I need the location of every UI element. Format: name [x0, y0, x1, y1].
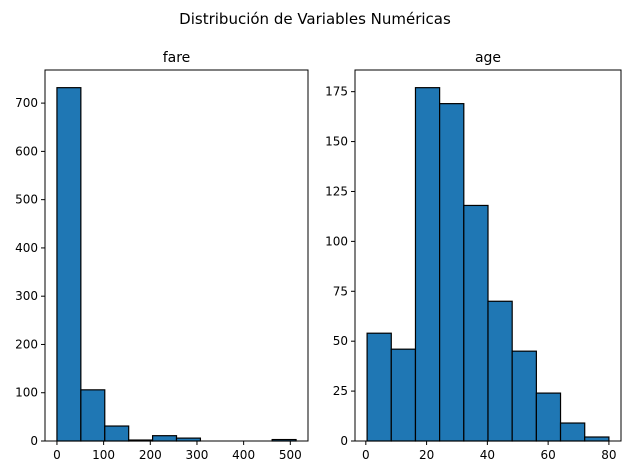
histogram-bar	[390, 348, 417, 442]
y-tick-label: 100	[15, 386, 38, 400]
histogram-bar	[366, 332, 392, 442]
y-tick-label: 300	[15, 289, 38, 303]
y-tick-label: 400	[15, 241, 38, 255]
histogram-bar	[414, 87, 441, 442]
x-tick-label: 60	[540, 448, 555, 462]
axes-frame	[44, 69, 309, 442]
y-tick-label: 200	[15, 337, 38, 351]
y-tick-label: 500	[15, 193, 38, 207]
y-tick-label: 25	[333, 384, 348, 398]
x-tick-label: 20	[419, 448, 434, 462]
x-tick-label: 100	[92, 448, 115, 462]
x-tick-label: 500	[279, 448, 302, 462]
histogram-bar	[511, 350, 537, 442]
fare-histogram: 0 100 200 300 400 500 0 100 200 300 400 500 600 700 fa…	[15, 50, 309, 462]
y-tick-label: 75	[333, 284, 348, 298]
x-tick-label: 0	[362, 448, 370, 462]
histogram-bar	[463, 204, 489, 442]
x-tick-label: 40	[480, 448, 495, 462]
axes-frame	[354, 69, 622, 442]
y-tick-label: 700	[15, 96, 38, 110]
y-tick-label: 50	[333, 334, 348, 348]
age-histogram: 0 20 40 60 80 0 25 50 75 100 125 150 175 age	[325, 50, 622, 462]
histogram-bar	[439, 103, 465, 442]
histogram-bar	[535, 392, 562, 442]
x-tick-label: 400	[232, 448, 255, 462]
y-tick-label: 0	[30, 434, 38, 448]
x-tick-label: 0	[53, 448, 61, 462]
panel-title: fare	[163, 50, 191, 66]
x-tick-label: 200	[139, 448, 162, 462]
histogram-bar	[559, 422, 586, 442]
histogram-bar	[80, 389, 106, 442]
y-tick-label: 0	[340, 434, 348, 448]
x-tick-label: 80	[601, 448, 616, 462]
histogram-bar	[104, 425, 130, 442]
y-tick-label: 100	[325, 234, 348, 248]
histogram-bar	[56, 87, 82, 442]
histogram-bar	[151, 435, 178, 442]
x-tick-label: 300	[186, 448, 209, 462]
y-tick-label: 600	[15, 144, 38, 158]
histogram-bar	[487, 300, 513, 442]
y-tick-label: 125	[325, 184, 348, 198]
histogram-bar	[584, 436, 610, 442]
y-tick-label: 150	[325, 135, 348, 149]
panel-title: age	[475, 50, 501, 66]
y-tick-label: 175	[325, 85, 348, 99]
figure-title: Distribución de Variables Numéricas	[179, 10, 451, 28]
